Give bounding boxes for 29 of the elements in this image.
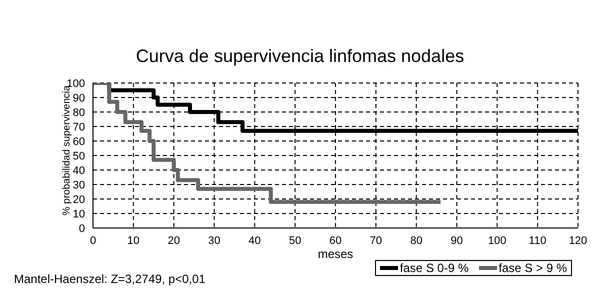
y-tick-label: 20 bbox=[72, 194, 85, 206]
x-tick-label: 30 bbox=[208, 234, 220, 247]
y-tick-label: 90 bbox=[72, 92, 85, 104]
y-tick-label: 30 bbox=[72, 179, 85, 192]
y-tick-label: 80 bbox=[72, 106, 85, 119]
y-tick-label: 50 bbox=[72, 150, 85, 162]
x-tick-label: 40 bbox=[248, 234, 261, 247]
y-tick-label: 60 bbox=[72, 136, 85, 148]
chart-title: Curva de supervivencia linfomas nodales bbox=[134, 46, 466, 67]
x-tick-label: 90 bbox=[450, 234, 463, 247]
text: Mantel-Haenszel: Z=3,2749, p<0,01 bbox=[14, 272, 206, 286]
y-tick-label: 40 bbox=[72, 164, 85, 177]
legend-label: fase S > 9 % bbox=[498, 261, 567, 275]
y-tick-label: 0 bbox=[78, 222, 85, 235]
x-tick-label: 80 bbox=[410, 234, 422, 247]
y-tick-label: 70 bbox=[72, 121, 85, 134]
x-tick-label: 0 bbox=[90, 234, 96, 247]
x-tick-label: 60 bbox=[329, 234, 342, 247]
x-tick-label: 120 bbox=[568, 234, 588, 247]
x-tick-label: 70 bbox=[370, 234, 382, 247]
y-tick-label: 10 bbox=[72, 208, 85, 220]
x-tick-label: 110 bbox=[528, 234, 546, 247]
y-axis-title: % probabilidad supervivencia bbox=[62, 84, 73, 216]
x-tick-label: 50 bbox=[288, 234, 302, 247]
x-tick-label: 20 bbox=[168, 234, 180, 247]
x-tick-label: 100 bbox=[488, 234, 506, 247]
legend-label: fase S 0-9 % bbox=[400, 261, 469, 275]
x-axis-title: meses bbox=[318, 247, 354, 261]
x-tick-label: 10 bbox=[127, 234, 140, 247]
